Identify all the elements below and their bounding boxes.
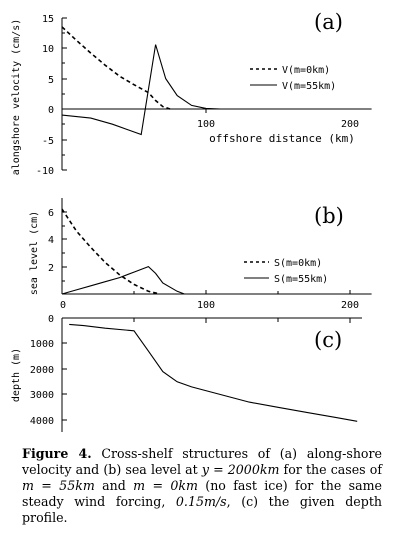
panel-b: 6 4 2 0 100 200 sea level (cm) (b) S(m=0… [29, 198, 372, 311]
panel-b-series-s0-line [61, 208, 161, 295]
panel-a-tag: (a) [314, 10, 343, 34]
panel-b-x-ticks [133, 290, 351, 294]
caption-math-4: 0.15m/s [175, 494, 227, 509]
panel-a-legend-v55: V(m=55km) [282, 81, 336, 92]
panel-a-xtick-0: 100 [197, 119, 215, 130]
caption-math-3: m = 0km [133, 478, 198, 493]
panel-a-y-ticks [62, 17, 67, 171]
panel-a-series-v55-line [61, 44, 372, 136]
panel-a: 15 10 5 0 -5 -10 alongshore velocity (cm… [11, 10, 372, 177]
caption-lead: Figure 4. [22, 446, 92, 461]
panel-c-ytick-1: 1000 [30, 339, 54, 350]
panel-b-y-ticks [62, 211, 67, 282]
panel-b-legend-s0: S(m=0km) [274, 258, 322, 269]
panel-a-xtick-1: 200 [341, 119, 359, 130]
panel-b-ytick-0: 6 [48, 208, 54, 219]
figure: 15 10 5 0 -5 -10 alongshore velocity (cm… [11, 10, 372, 432]
panel-b-ylabel: sea level (cm) [29, 211, 40, 295]
panel-c-y-ticks [62, 317, 67, 421]
caption-text-1: Cross-shelf structures of (a) along-shor… [22, 446, 382, 477]
panel-c-ytick-3: 3000 [30, 390, 54, 401]
panel-c-depth-line [69, 323, 358, 422]
panel-c-tag: (c) [314, 328, 342, 352]
caption-math-2: m = 55km [22, 478, 95, 493]
panel-b-series-s55-line [61, 265, 372, 295]
panel-c: 0 1000 2000 3000 4000 depth (m) (c) [11, 314, 362, 432]
panel-c-ylabel: depth (m) [11, 348, 22, 402]
figure-caption: Figure 4. Cross-shelf structures of (a) … [22, 446, 382, 526]
panel-a-legend-v0: V(m=0km) [282, 65, 330, 76]
panel-a-ytick-5: -10 [36, 166, 54, 177]
panel-a-xlabel: offshore distance (km) [209, 132, 355, 145]
caption-math-1: y = 2000km [201, 462, 280, 477]
panel-c-x-ticks [133, 318, 351, 323]
panel-a-ytick-4: -5 [42, 136, 54, 147]
panel-a-ytick-3: 0 [48, 105, 54, 116]
panel-b-ytick-1: 4 [48, 235, 54, 246]
panel-b-xtick-2: 200 [341, 300, 359, 311]
panel-a-ylabel: alongshore velocity (cm/s) [11, 19, 22, 176]
caption-text-4: (no fast ice) for the same steady wind f… [22, 478, 382, 509]
caption-text-5: , (c) the given depth profile. [22, 494, 382, 525]
panel-a-legend: V(m=0km) V(m=55km) [250, 65, 336, 92]
panel-c-ytick-0: 0 [48, 314, 54, 325]
panel-a-ytick-1: 10 [42, 44, 54, 55]
panel-c-ytick-2: 2000 [30, 365, 54, 376]
panel-a-series-v0-line [61, 26, 171, 110]
caption-text-3: and [94, 478, 134, 493]
panel-a-ytick-2: 5 [48, 75, 54, 86]
panel-b-legend-s55: S(m=55km) [274, 274, 328, 285]
panel-a-ytick-0: 15 [42, 14, 54, 25]
panel-b-ytick-2: 2 [48, 263, 54, 274]
caption-text-2: for the cases of [279, 462, 383, 477]
panel-b-xtick-0: 0 [60, 300, 66, 311]
panel-b-xtick-1: 100 [197, 300, 215, 311]
panel-c-ytick-4: 4000 [30, 416, 54, 427]
panel-b-tag: (b) [314, 204, 344, 228]
panel-b-legend: S(m=0km) S(m=55km) [244, 258, 328, 285]
